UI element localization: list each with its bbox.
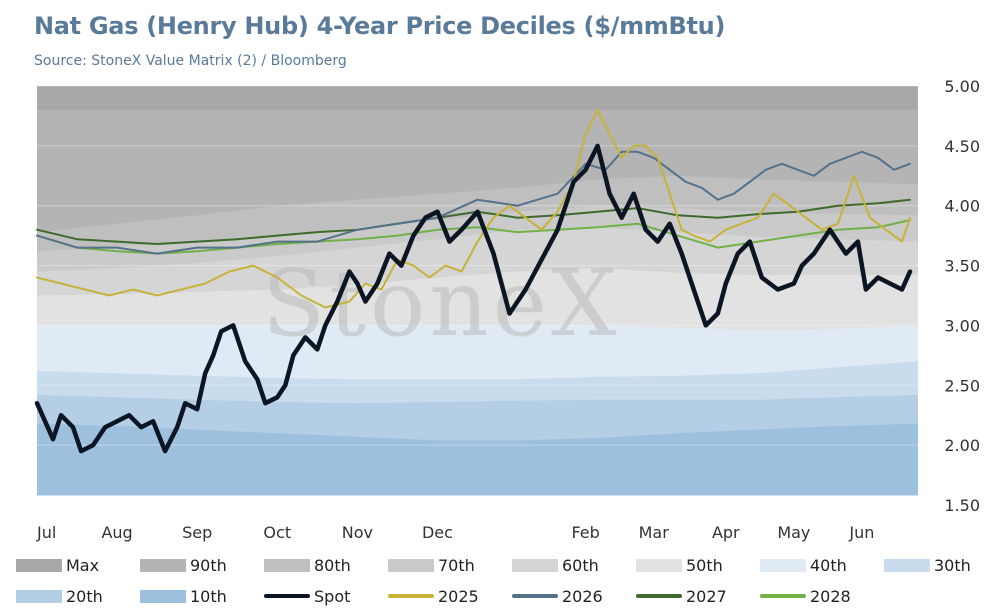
x-tick-label: May: [777, 523, 810, 542]
legend-label: Spot: [314, 586, 351, 606]
x-tick-label: Feb: [571, 523, 599, 542]
legend-item: 2027: [636, 584, 727, 608]
legend-label: 50th: [686, 555, 723, 575]
legend-label: 30th: [934, 555, 971, 575]
legend-label: 70th: [438, 555, 475, 575]
legend-swatch: [16, 558, 62, 572]
legend-item: 40th: [760, 553, 847, 577]
legend-item: 60th: [512, 553, 599, 577]
y-tick-label: 3.00: [944, 316, 980, 335]
price-series: [34, 108, 913, 454]
legend-label: 40th: [810, 555, 847, 575]
legend-label: Max: [66, 555, 100, 575]
legend-item: 2028: [760, 584, 851, 608]
x-tick-label: Oct: [263, 523, 291, 542]
legend-item: Spot: [264, 584, 350, 608]
x-tick-label: Apr: [712, 523, 740, 542]
y-tick-label: 4.50: [944, 137, 980, 156]
legend-label: 2027: [686, 586, 727, 606]
chart-title: Nat Gas (Henry Hub) 4-Year Price Deciles…: [34, 12, 726, 40]
legend-label: 2025: [438, 586, 479, 606]
series-line-2025: [36, 108, 911, 309]
x-tick-label: Jul: [36, 523, 56, 542]
y-tick-label: 4.00: [944, 197, 980, 216]
legend-swatch: [264, 558, 310, 572]
legend-label: 90th: [190, 555, 227, 575]
legend-item: 30th: [884, 553, 971, 577]
legend-label: 10th: [190, 586, 227, 606]
legend-swatch: [264, 594, 310, 598]
x-axis-ticks: Jul Aug Sep Oct Nov Dec Feb Mar Apr May Jun: [36, 523, 874, 542]
chart-subtitle: Source: StoneX Value Matrix (2) / Bloomb…: [34, 53, 347, 69]
gridlines: [37, 85, 918, 506]
chart-legend: Max 90th 80th 70th 60th 50th 40th 30th 20th 10th S…: [0, 553, 997, 613]
legend-swatch: [636, 558, 682, 572]
legend-item: 2025: [388, 584, 479, 608]
x-tick-label: Mar: [639, 523, 670, 542]
x-tick-label: Jun: [848, 523, 874, 542]
legend-swatch: [512, 594, 558, 598]
legend-item: Max: [16, 553, 99, 577]
legend-swatch: [388, 594, 434, 598]
legend-swatch: [760, 594, 806, 598]
legend-label: 80th: [314, 555, 351, 575]
legend-label: 2026: [562, 586, 603, 606]
x-tick-label: Sep: [182, 523, 212, 542]
x-tick-label: Nov: [342, 523, 373, 542]
legend-item: 20th: [16, 584, 103, 608]
legend-swatch: [884, 558, 930, 572]
price-decile-chart: StoneX 5.004.504.003.503.002.502.001.50 …: [34, 77, 980, 542]
y-tick-label: 2.50: [944, 376, 980, 395]
decile-bands: [37, 86, 918, 496]
legend-item: 80th: [264, 553, 351, 577]
series-line-spot: [34, 143, 913, 454]
y-tick-label: 2.00: [944, 436, 980, 455]
y-axis-ticks: 5.00 4.50 4.00 3.50 3.00 2.50 2.00 1.50: [944, 77, 980, 515]
legend-item: 70th: [388, 553, 475, 577]
series-line-2028: [36, 219, 911, 255]
y-tick-label: 5.00: [944, 77, 980, 96]
legend-swatch: [140, 589, 186, 603]
y-tick-label: 3.50: [944, 257, 980, 276]
legend-swatch: [760, 558, 806, 572]
legend-item: 90th: [140, 553, 227, 577]
legend-item: 2026: [512, 584, 603, 608]
x-tick-label: Aug: [101, 523, 132, 542]
legend-swatch: [512, 558, 558, 572]
x-tick-label: Dec: [422, 523, 453, 542]
legend-item: 50th: [636, 553, 723, 577]
legend-item: 10th: [140, 584, 227, 608]
y-tick-label: 1.50: [944, 496, 980, 515]
legend-label: 20th: [66, 586, 103, 606]
legend-swatch: [16, 589, 62, 603]
legend-swatch: [388, 558, 434, 572]
legend-swatch: [636, 594, 682, 598]
series-line-2026: [36, 150, 911, 255]
legend-swatch: [140, 558, 186, 572]
band-10th: [37, 423, 918, 496]
legend-label: 60th: [562, 555, 599, 575]
legend-label: 2028: [810, 586, 851, 606]
